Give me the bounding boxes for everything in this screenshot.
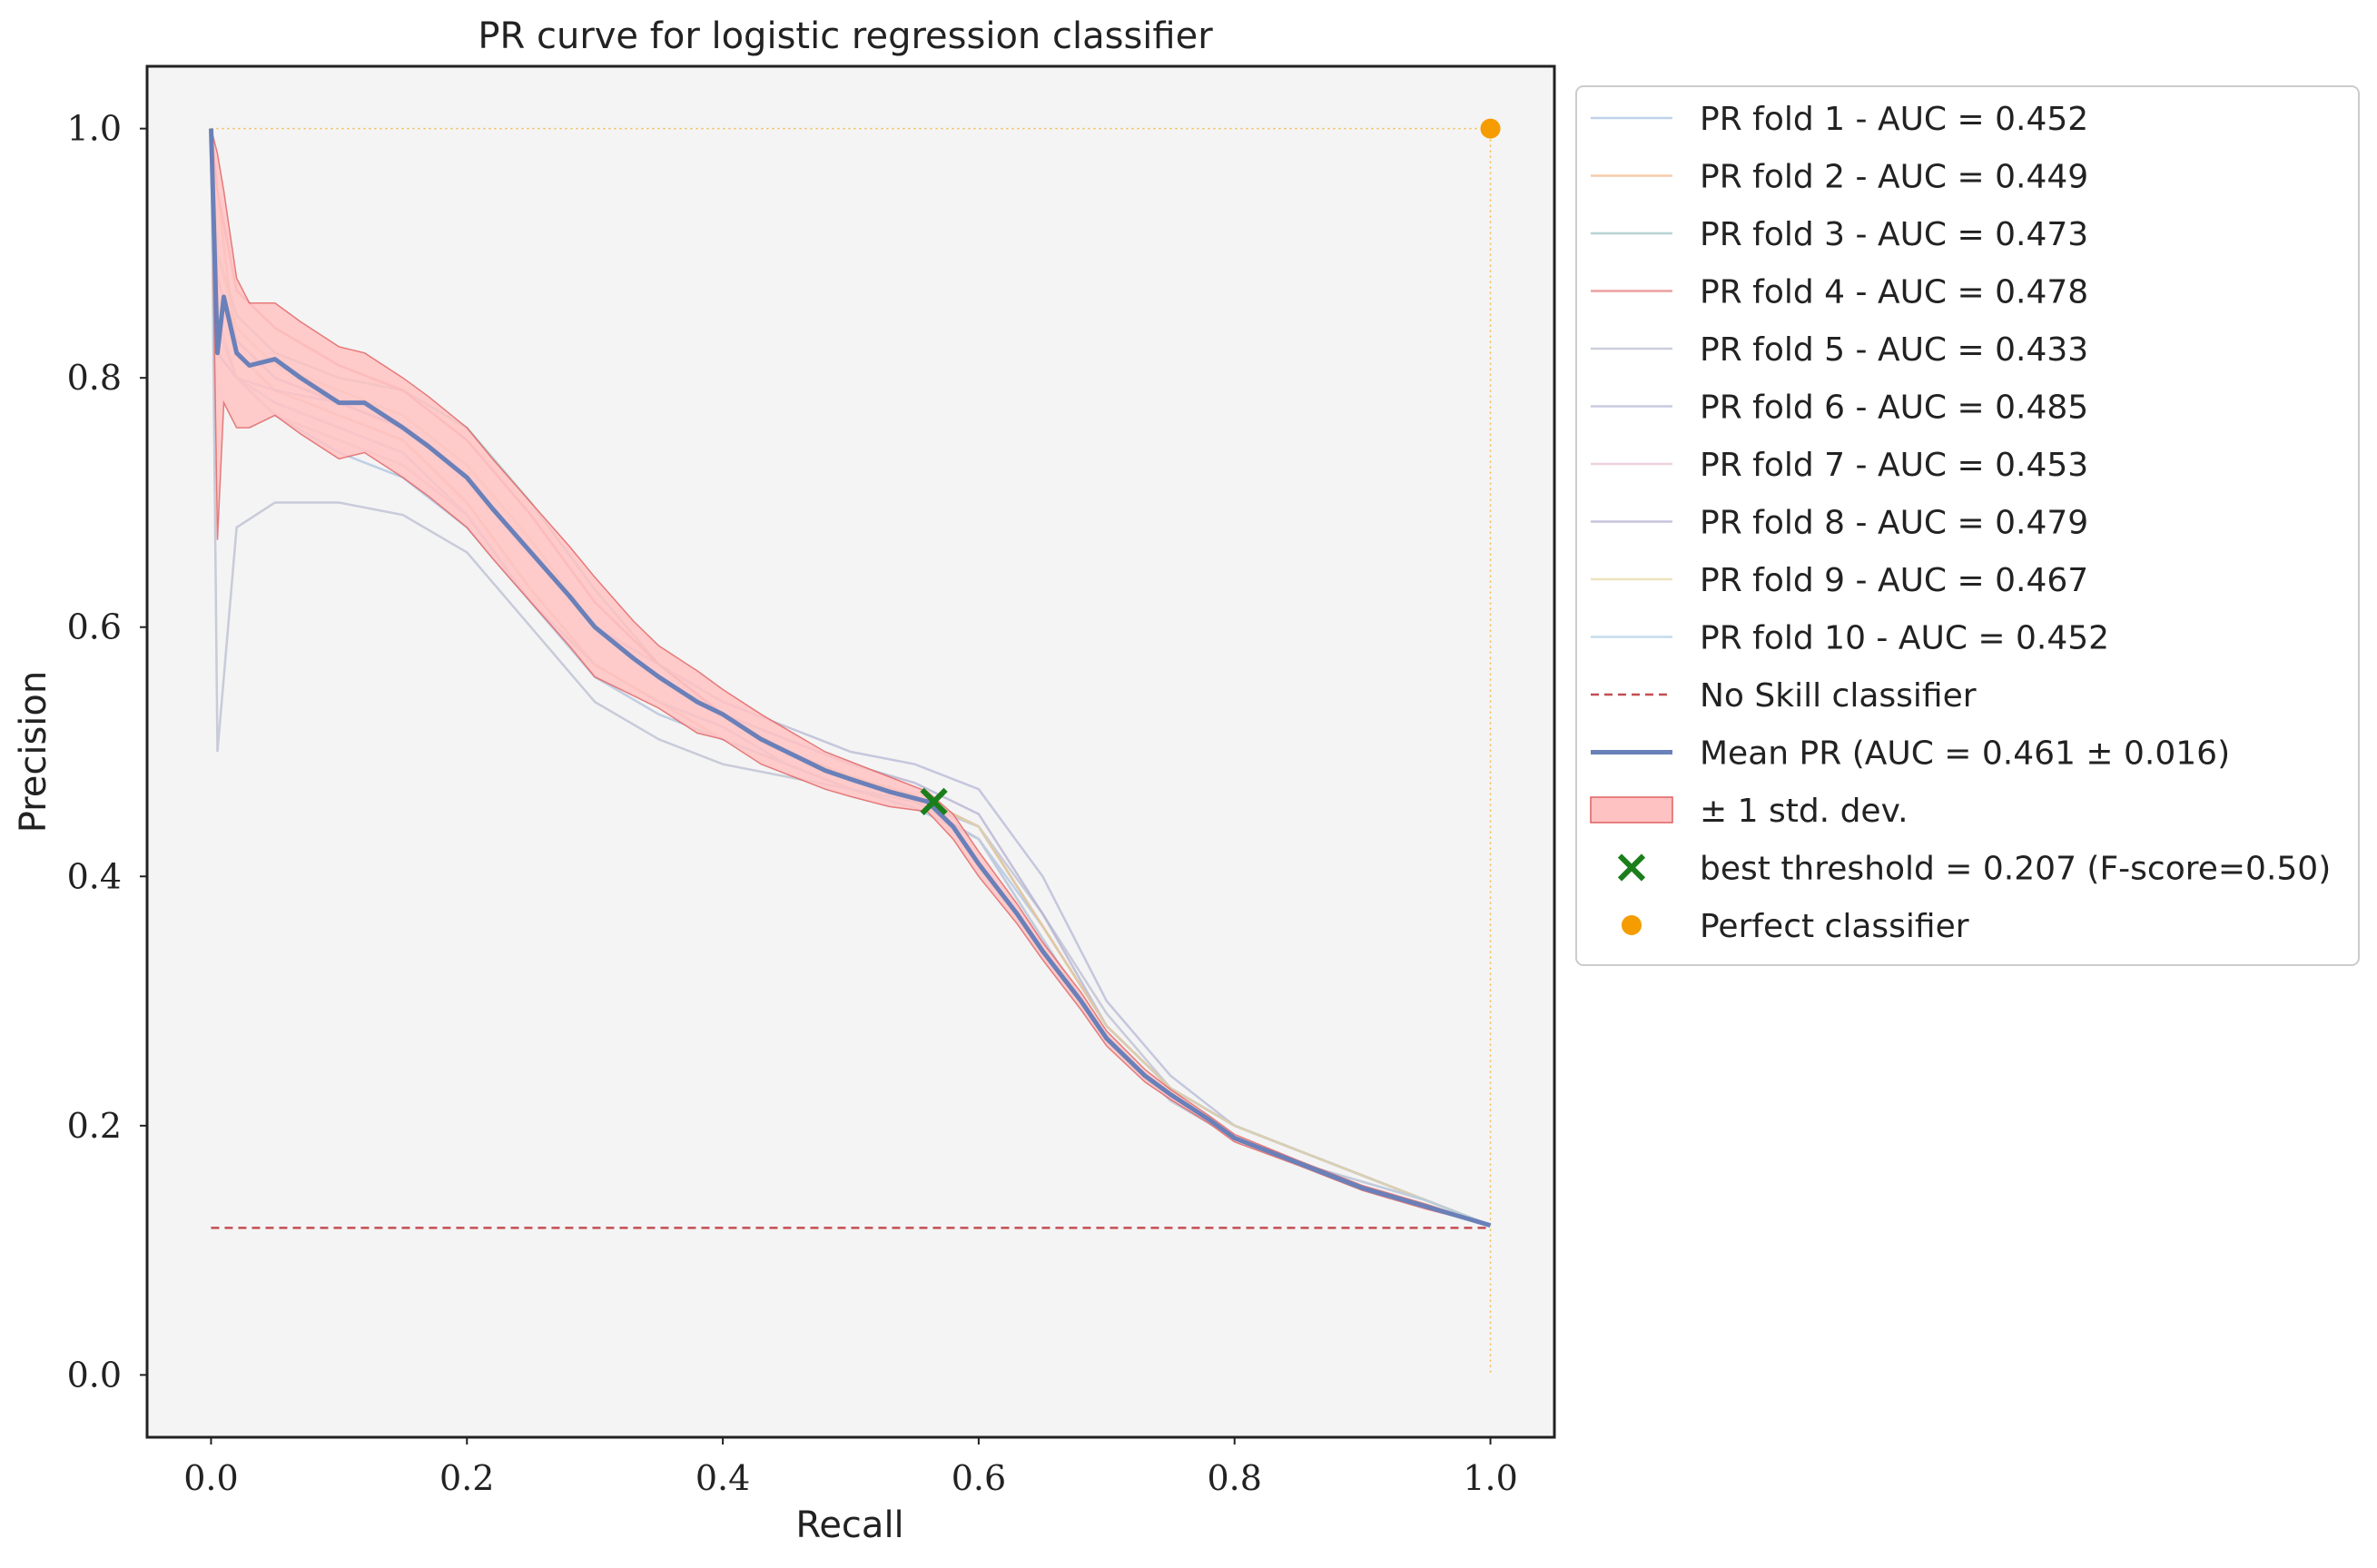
y-tick-label: 0.8 <box>67 358 122 398</box>
legend-swatch-perfect <box>1622 915 1642 935</box>
legend-label: PR fold 4 - AUC = 0.478 <box>1700 274 2088 311</box>
legend-label: PR fold 3 - AUC = 0.473 <box>1700 216 2088 253</box>
best-threshold-marker <box>920 787 948 816</box>
mean-pr-curve <box>209 128 1492 1228</box>
y-tick-label: 0.2 <box>67 1106 122 1146</box>
x-tick-label: 0.2 <box>439 1458 494 1498</box>
overlay-group <box>209 118 1501 1376</box>
legend-label: PR fold 9 - AUC = 0.467 <box>1700 562 2088 599</box>
x-axis-ticks: 0.0 0.2 0.4 0.6 0.8 1.0 <box>183 1437 1518 1498</box>
perfect-classifier-point <box>1480 118 1501 139</box>
plot-frame <box>145 64 1556 1439</box>
legend-label: PR fold 5 - AUC = 0.433 <box>1700 331 2088 369</box>
x-tick-label: 0.8 <box>1208 1458 1262 1498</box>
x-axis-label: Recall <box>795 1504 903 1546</box>
legend-entries: PR fold 1 - AUC = 0.452 PR fold 2 - AUC =… <box>1590 101 2331 945</box>
legend-label: Perfect classifier <box>1700 908 1969 945</box>
legend-swatch-best-threshold <box>1617 853 1646 882</box>
legend-label: PR fold 10 - AUC = 0.452 <box>1700 620 2109 657</box>
x-tick-label: 0.6 <box>952 1458 1006 1498</box>
x-tick-label: 0.4 <box>695 1458 750 1498</box>
legend-swatch-std-band <box>1590 796 1673 823</box>
y-axis-label: Precision <box>13 671 54 833</box>
y-tick-label: 0.0 <box>67 1355 122 1395</box>
legend-label: PR fold 1 - AUC = 0.452 <box>1700 101 2088 138</box>
chart-title: PR curve for logistic regression classif… <box>478 15 1213 57</box>
legend: PR fold 1 - AUC = 0.452 PR fold 2 - AUC =… <box>1575 85 2360 966</box>
legend-frame <box>1575 85 2360 966</box>
legend-label: PR fold 8 - AUC = 0.479 <box>1700 505 2088 542</box>
legend-label: PR fold 7 - AUC = 0.453 <box>1700 447 2088 484</box>
legend-label: best threshold = 0.207 (F-score=0.50) <box>1700 851 2331 888</box>
y-tick-label: 0.4 <box>67 856 122 896</box>
legend-label: PR fold 6 - AUC = 0.485 <box>1700 390 2088 427</box>
y-tick-label: 1.0 <box>67 109 122 149</box>
legend-label: PR fold 2 - AUC = 0.449 <box>1700 159 2088 196</box>
x-tick-label: 0.0 <box>183 1458 238 1498</box>
legend-label: Mean PR (AUC = 0.461 ± 0.016) <box>1700 735 2230 773</box>
y-axis-ticks: 0.0 0.2 0.4 0.6 0.8 1.0 <box>67 109 147 1395</box>
legend-label: No Skill classifier <box>1700 677 1977 715</box>
y-tick-label: 0.6 <box>67 607 122 647</box>
legend-label: ± 1 std. dev. <box>1700 793 1909 830</box>
x-tick-label: 1.0 <box>1463 1458 1517 1498</box>
